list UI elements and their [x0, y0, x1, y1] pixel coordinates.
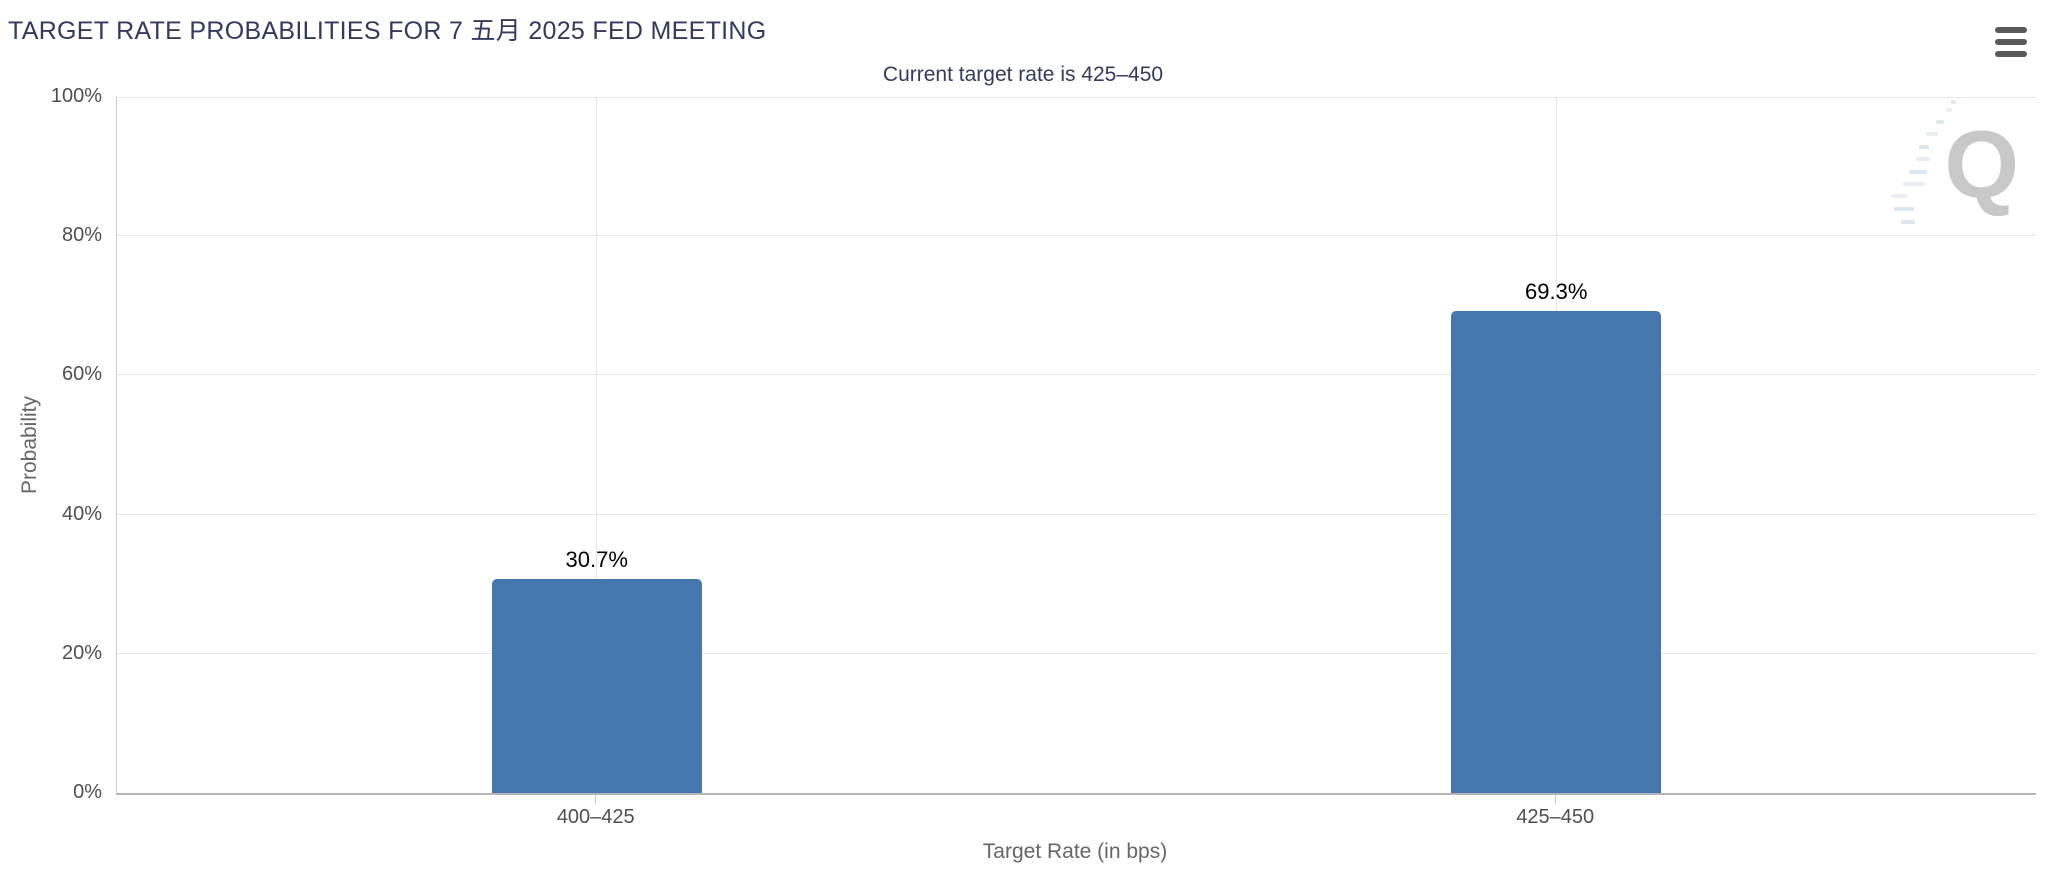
bar-value-label: 30.7%	[565, 547, 628, 573]
y-axis-tick-label: 40%	[61, 502, 102, 525]
watermark-streak	[1919, 145, 1929, 149]
gridline-horizontal	[117, 652, 2036, 654]
watermark-streak	[1926, 132, 1938, 136]
watermark-streak	[1951, 100, 1956, 104]
chart-context-menu-button[interactable]	[1992, 22, 2030, 62]
watermark-streak	[1916, 157, 1930, 161]
gridline-horizontal	[117, 97, 2036, 98]
watermark-streak	[1909, 170, 1927, 174]
q-logo-icon: Q	[1944, 111, 2019, 218]
gridline-horizontal	[117, 513, 2036, 515]
y-axis-tick-label: 80%	[61, 224, 102, 247]
watermark-streak	[1894, 207, 1914, 211]
x-axis-category-label: 400–425	[556, 806, 635, 828]
x-axis-category-label: 425–450	[1516, 806, 1595, 828]
probability-bar[interactable]	[491, 579, 702, 793]
watermark-streak	[1903, 182, 1925, 186]
quikstrike-watermark: Q	[1771, 97, 2031, 247]
bar-value-label: 69.3%	[1525, 278, 1588, 304]
gridline-vertical	[596, 97, 598, 793]
watermark-streak	[1891, 194, 1907, 198]
y-axis-title: Probability	[18, 395, 41, 495]
hamburger-icon	[1995, 39, 2027, 45]
watermark-streak	[1936, 120, 1944, 124]
y-axis-tick-label: 100%	[50, 85, 102, 107]
watermark-streak	[1901, 220, 1915, 224]
y-axis-tick-label: 0%	[73, 781, 102, 803]
chart-title: TARGET RATE PROBABILITIES FOR 7 五月 2025 …	[8, 17, 767, 45]
probability-bar[interactable]	[1451, 310, 1662, 793]
y-axis-tick-label: 20%	[61, 641, 102, 664]
plot-area: Q 30.7% 69.3%	[116, 97, 2036, 795]
x-axis-title: Target Rate (in bps)	[982, 840, 1168, 863]
hamburger-icon	[1995, 51, 2027, 57]
x-axis-tick	[595, 795, 597, 804]
x-axis-tick	[1554, 795, 1556, 804]
gridline-horizontal	[117, 374, 2036, 376]
y-axis-labels: 0% 20% 40% 60% 80% 100%	[0, 85, 106, 803]
chart-subtitle: Current target rate is 425–450	[882, 63, 1164, 86]
watermark-streak	[1946, 108, 1952, 112]
y-axis-tick-label: 60%	[61, 363, 102, 386]
hamburger-icon	[1995, 27, 2027, 33]
gridline-horizontal	[117, 235, 2036, 237]
